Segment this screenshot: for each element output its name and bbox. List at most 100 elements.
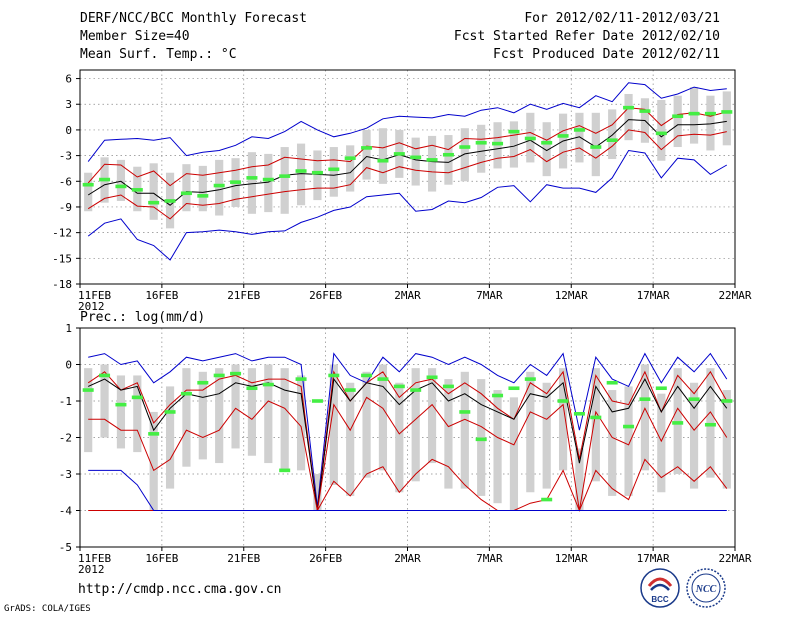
p2-observed-mark (573, 411, 585, 416)
p1-series-upper-bound (87, 82, 727, 162)
p1-observed-mark (492, 141, 504, 146)
p1-spread-box (378, 128, 388, 184)
bcc-logo-text: BCC (651, 595, 669, 604)
p1-spread-box (575, 112, 584, 163)
p2-spread-box (378, 364, 388, 471)
p1-spread-box (608, 109, 617, 160)
p2-observed-mark (442, 384, 454, 389)
p2-observed-mark (459, 410, 471, 414)
p1-spread-box (215, 159, 224, 216)
p1-spread-box (149, 163, 158, 220)
p2-observed-mark (164, 410, 176, 414)
p1-spread-box (346, 145, 355, 192)
p1-observed-mark (131, 188, 143, 192)
p2-xtick-label: 7MAR (476, 552, 503, 565)
p2-ytick-label: 1 (65, 322, 72, 335)
p1-observed-mark (99, 177, 111, 182)
p1-observed-mark (377, 158, 389, 163)
p2-xtick-label: 17MAR (637, 552, 670, 565)
p2-spread-box (100, 364, 109, 438)
p2-observed-mark (475, 437, 487, 442)
p2-xtick-label: 11FEB (78, 552, 111, 565)
p1-ytick-label: -15 (52, 252, 72, 265)
p2-spread-box (296, 375, 306, 471)
p2-observed-mark (377, 377, 389, 381)
p2-spread-box (706, 368, 715, 478)
p2-spread-box (231, 364, 240, 449)
p1-spread-box (657, 99, 666, 161)
p2-observed-mark (99, 373, 111, 378)
p2-xtick-label: 2MAR (394, 552, 421, 565)
p2-spread-box (165, 386, 175, 489)
p2-observed-mark (590, 415, 602, 420)
p1-spread-box (329, 147, 338, 197)
p1-xtick-label: 7MAR (476, 289, 503, 302)
p2-observed-mark (262, 382, 274, 387)
p2-spread-box (182, 368, 191, 467)
p2-series-ensemble-mean (87, 377, 728, 511)
p2-observed-mark (148, 432, 160, 436)
p2-spread-box (444, 379, 453, 489)
p1-series-ensemble-mean (87, 119, 727, 206)
p2-observed-mark (344, 388, 356, 392)
p1-observed-mark (328, 167, 340, 172)
p2-spread-box (689, 382, 699, 489)
p1-observed-mark (115, 184, 127, 189)
p1-observed-mark (573, 128, 585, 132)
p1-spread-box (247, 152, 257, 214)
p1-spread-box (362, 129, 371, 180)
p2-spread-box (133, 375, 142, 453)
p2-spread-box (280, 368, 289, 471)
p1-observed-mark (508, 129, 520, 134)
p1-xtick-label: 12MAR (555, 289, 588, 302)
p2-ytick-label: -1 (59, 395, 72, 408)
fcst-started-date: Fcst Started Refer Date 2012/02/10 (453, 29, 720, 44)
p2-spread-box (526, 371, 535, 493)
p2-spread-box (591, 368, 600, 482)
p2-observed-mark (82, 388, 94, 392)
p2-observed-mark (639, 397, 651, 401)
p2-spread-box (346, 382, 355, 496)
p2-spread-box (215, 368, 224, 464)
p1-series-lower-bound (87, 149, 728, 261)
p1-spread-box (477, 124, 486, 173)
p2-spread-box (427, 368, 437, 464)
p2-observed-mark (623, 424, 635, 429)
p1-xtick-label: 17MAR (637, 289, 670, 302)
p2-spread-box (329, 364, 338, 485)
p2-observed-mark (606, 380, 618, 385)
p1-ytick-label: -18 (52, 278, 72, 291)
p2-spread-box (149, 411, 158, 511)
p1-observed-mark (311, 170, 323, 175)
p1-observed-mark (623, 105, 635, 110)
p2-series-upper-bound (88, 352, 728, 507)
variable-label: Mean Surf. Temp.: °C (80, 47, 237, 62)
p2-observed-mark (410, 388, 422, 392)
p2-observed-mark (508, 386, 520, 391)
p2-spread-box (509, 397, 519, 511)
p2-xtick-label: 26FEB (309, 552, 342, 565)
p1-observed-mark (688, 111, 700, 116)
p1-spread-box (264, 153, 273, 213)
p1-observed-mark (279, 174, 291, 178)
p2-observed-mark (131, 395, 143, 400)
p2-spread-box (116, 375, 126, 449)
p2-observed-mark (230, 371, 242, 376)
p1-observed-mark (361, 146, 373, 150)
chart-title: DERF/NCC/BCC Monthly Forecast (80, 11, 307, 26)
grads-credit: GrADS: COLA/IGES (4, 604, 91, 614)
p1-xtick-label: 22MAR (718, 289, 751, 302)
p1-observed-mark (442, 152, 454, 157)
p2-observed-mark (557, 399, 569, 403)
p2-observed-mark (524, 377, 536, 381)
p1-spread-box (280, 147, 289, 214)
p1-spread-box (198, 165, 207, 212)
member-size-label: Member Size=40 (80, 29, 190, 44)
p2-ytick-label: -3 (59, 468, 72, 481)
p2-spread-box (362, 371, 371, 478)
source-url[interactable]: http://cmdp.ncc.cma.gov.cn (78, 582, 282, 597)
p1-observed-mark (524, 136, 536, 141)
p1-spread-box (542, 122, 551, 177)
p2-ytick-label: 0 (65, 359, 72, 372)
p2-spread-box (198, 371, 207, 460)
